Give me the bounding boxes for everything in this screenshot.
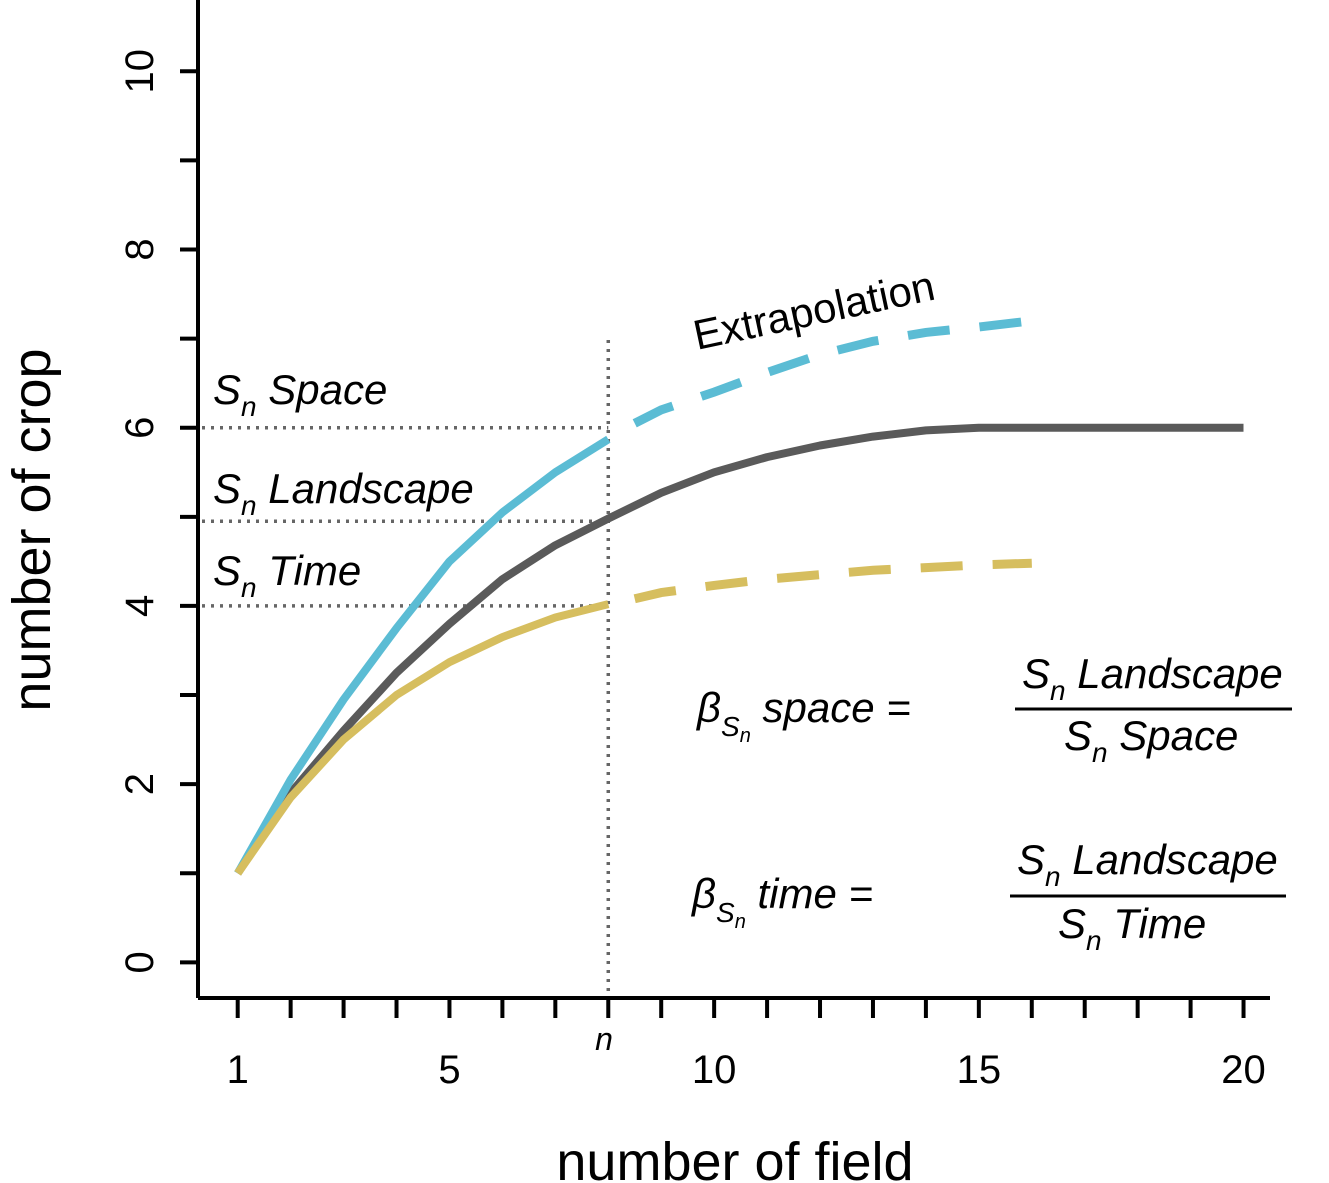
x-tick-label: 15 (957, 1048, 1002, 1092)
beta-time-denominator: Sn Time (1058, 900, 1206, 956)
sn-space-label: Sn Space (213, 366, 387, 422)
x-tick-label: 1 (227, 1048, 249, 1092)
series-landscape-observed (234, 423, 1244, 876)
series-lines (234, 316, 1244, 876)
x-tick-label: 10 (692, 1048, 737, 1092)
y-axis-title: number of crop (2, 348, 62, 711)
beta-space-formula: βSn space = Sn Landscape Sn Space (695, 650, 1292, 768)
series-time-observed (234, 600, 610, 876)
beta-space-denominator: Sn Space (1064, 712, 1238, 768)
series-space-observed (234, 435, 611, 876)
y-tick-label: 6 (118, 417, 162, 439)
beta-time-lhs: βSn time = (690, 870, 873, 933)
y-tick-label: 0 (118, 951, 162, 973)
beta-time-numerator: Sn Landscape (1017, 836, 1278, 892)
beta-time-formula: βSn time = Sn Landscape Sn Time (690, 836, 1286, 956)
y-tick-label: 10 (118, 49, 162, 94)
n-marker-label: n (595, 1021, 613, 1057)
beta-space-numerator: Sn Landscape (1022, 650, 1283, 706)
x-axis-ticks: 1 5 10 15 20 (227, 998, 1266, 1092)
x-tick-label: 5 (438, 1048, 460, 1092)
y-axis-ticks: 0 2 4 6 8 10 (118, 49, 198, 973)
x-axis-title: number of field (556, 1132, 913, 1183)
sn-landscape-label: Sn Landscape (213, 465, 474, 521)
y-tick-label: 2 (118, 773, 162, 795)
reference-lines (202, 340, 611, 998)
sn-time-label: Sn Time (213, 547, 361, 603)
x-tick-label: 20 (1221, 1048, 1266, 1092)
beta-space-lhs: βSn space = (695, 684, 911, 747)
y-tick-label: 4 (118, 595, 162, 617)
series-time-extrapolated (633, 558, 1032, 604)
y-tick-label: 8 (118, 238, 162, 260)
extrapolation-label: Extrapolation (689, 262, 939, 359)
